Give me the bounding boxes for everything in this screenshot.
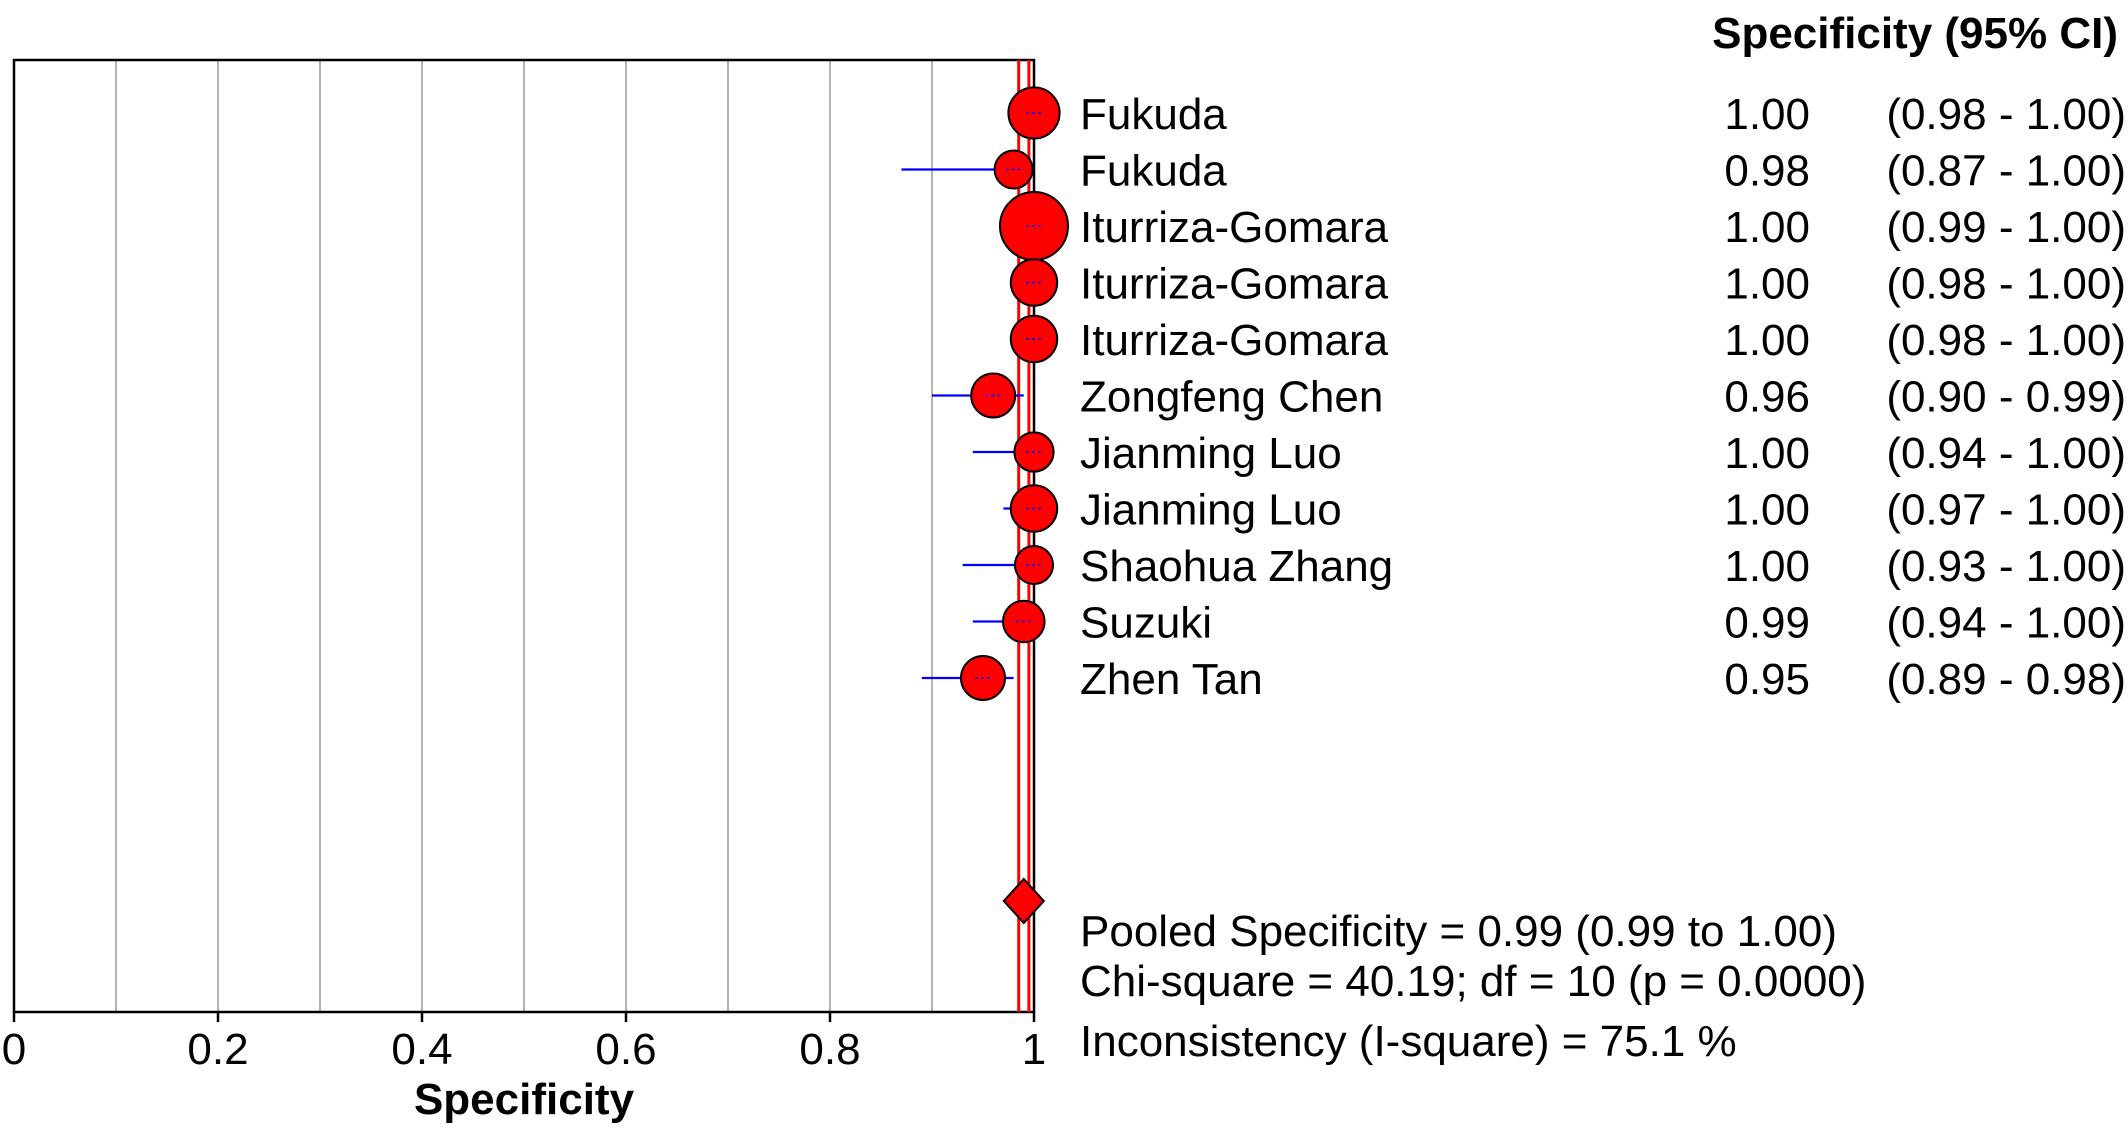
summary-line: Inconsistency (I-square) = 75.1 % (1080, 1017, 1737, 1066)
study-row: Suzuki 0.99 (0.94 - 1.00) (972, 599, 2126, 648)
study-row: Zongfeng Chen 0.96 (0.90 - 0.99) (932, 372, 2126, 422)
study-estimate: 1.00 (1724, 542, 1810, 591)
x-tick-label: 0.6 (595, 1025, 656, 1074)
summary-line: Chi-square = 40.19; df = 10 (p = 0.0000) (1080, 957, 1866, 1006)
study-estimate: 0.95 (1724, 655, 1810, 704)
study-estimate: 1.00 (1724, 90, 1810, 139)
study-ci: (0.98 - 1.00) (1886, 90, 2126, 139)
study-name: Fukuda (1080, 147, 1227, 196)
study-name: Zongfeng Chen (1080, 373, 1383, 422)
study-estimate: 0.96 (1724, 373, 1810, 422)
study-estimate: 1.00 (1724, 486, 1810, 535)
study-ci: (0.98 - 1.00) (1886, 316, 2126, 365)
x-tick-label: 0.2 (187, 1025, 248, 1074)
study-estimate: 0.99 (1724, 599, 1810, 648)
study-row: Shaohua Zhang 1.00 (0.93 - 1.00) (962, 542, 2126, 591)
study-name: Zhen Tan (1080, 655, 1263, 704)
x-tick-label: 0.8 (799, 1025, 860, 1074)
x-axis: 0 0.2 0.4 0.6 0.8 1 (2, 1012, 1046, 1074)
study-row: Fukuda 0.98 (0.87 - 1.00) (901, 147, 2126, 196)
plot-frame (12, 58, 1036, 1014)
study-estimate: 1.00 (1724, 316, 1810, 365)
study-name: Jianming Luo (1080, 429, 1342, 478)
study-ci: (0.94 - 1.00) (1886, 429, 2126, 478)
column-header: Specificity (95% CI) (1712, 9, 2118, 58)
study-ci: (0.89 - 0.98) (1886, 655, 2126, 704)
x-tick-label: 0.4 (391, 1025, 452, 1074)
study-estimate: 1.00 (1724, 429, 1810, 478)
study-row: Iturriza-Gomara 1.00 (0.99 - 1.00) (999, 191, 2126, 261)
summary-stats: Pooled Specificity = 0.99 (0.99 to 1.00)… (1080, 907, 1866, 1066)
x-tick-label: 0 (2, 1025, 26, 1074)
study-ci: (0.99 - 1.00) (1886, 203, 2126, 252)
study-row: Jianming Luo 1.00 (0.97 - 1.00) (1003, 484, 2126, 535)
study-rows: Fukuda 1.00 (0.98 - 1.00) Fukuda 0.98 (0.87 -… (901, 86, 2126, 704)
study-ci: (0.98 - 1.00) (1886, 260, 2126, 309)
study-estimate: 0.98 (1724, 147, 1810, 196)
x-tick-label: 1 (1022, 1025, 1046, 1074)
pooled-diamond (1002, 877, 1046, 925)
summary-line: Pooled Specificity = 0.99 (0.99 to 1.00) (1080, 907, 1837, 956)
study-name: Jianming Luo (1080, 486, 1342, 535)
study-row: Fukuda 1.00 (0.98 - 1.00) (1007, 86, 2126, 140)
study-name: Fukuda (1080, 90, 1227, 139)
study-row: Iturriza-Gomara 1.00 (0.98 - 1.00) (1009, 314, 2126, 365)
study-name: Iturriza-Gomara (1080, 260, 1389, 309)
study-row: Iturriza-Gomara 1.00 (0.98 - 1.00) (1009, 258, 2126, 309)
study-ci: (0.97 - 1.00) (1886, 486, 2126, 535)
study-name: Iturriza-Gomara (1080, 316, 1389, 365)
study-row: Zhen Tan 0.95 (0.89 - 0.98) (921, 655, 2126, 704)
study-ci: (0.94 - 1.00) (1886, 599, 2126, 648)
study-row: Jianming Luo 1.00 (0.94 - 1.00) (972, 429, 2126, 478)
x-axis-label: Specificity (414, 1075, 635, 1124)
study-estimate: 1.00 (1724, 203, 1810, 252)
study-estimate: 1.00 (1724, 260, 1810, 309)
study-name: Shaohua Zhang (1080, 542, 1393, 591)
study-ci: (0.93 - 1.00) (1886, 542, 2126, 591)
study-name: Iturriza-Gomara (1080, 203, 1389, 252)
gridlines (115, 60, 933, 1012)
study-ci: (0.87 - 1.00) (1886, 147, 2126, 196)
study-name: Suzuki (1080, 599, 1212, 648)
study-ci: (0.90 - 0.99) (1886, 373, 2126, 422)
